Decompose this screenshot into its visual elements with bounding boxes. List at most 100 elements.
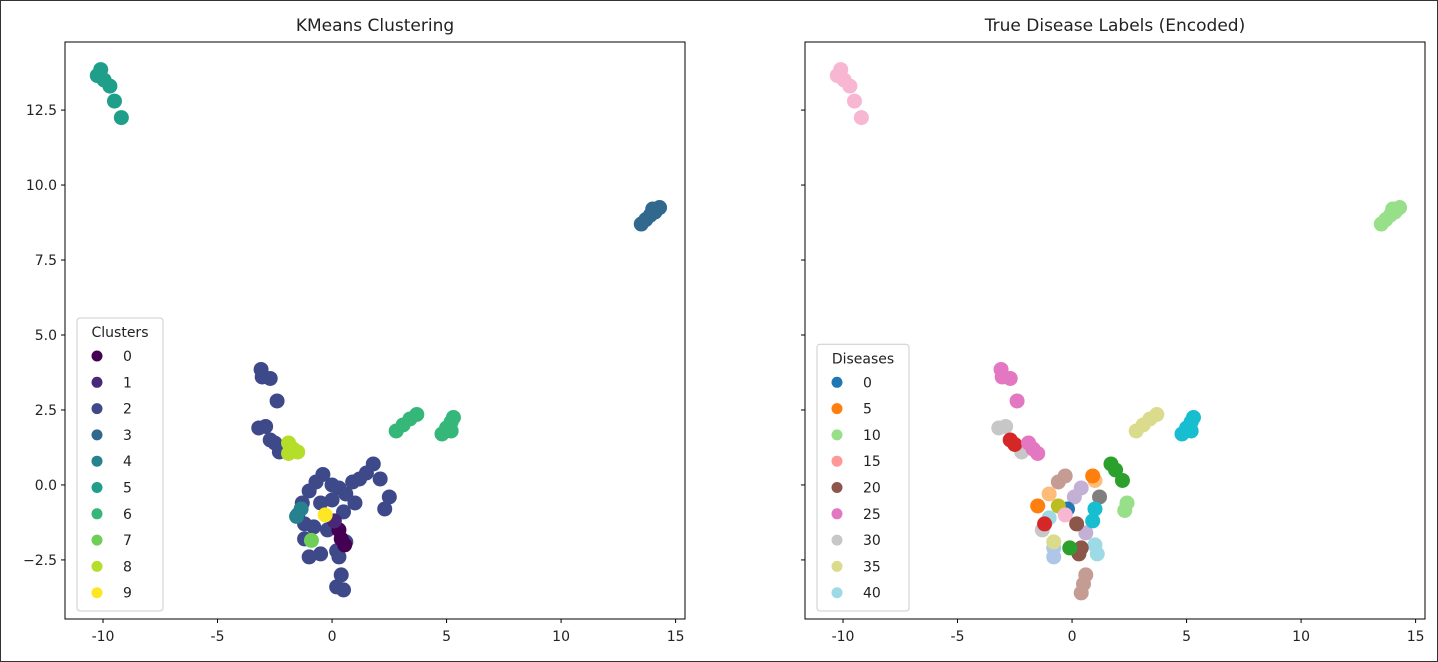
y-tick-label: 5.0 [35,328,57,344]
data-point [338,486,354,502]
legend-marker [91,534,103,546]
legend-label: 25 [863,507,881,523]
legend-title: Diseases [832,351,894,367]
x-tick-label: 0 [328,629,337,645]
data-point [313,495,329,511]
data-point [1037,516,1053,532]
data-point [262,370,278,386]
legend-label: 20 [863,481,881,497]
data-point [1087,537,1103,553]
legend-marker [91,455,103,467]
data-point [1073,480,1089,496]
legend-marker [91,403,103,415]
data-point [998,418,1014,434]
legend-marker [91,508,103,520]
legend: Diseases 0 5 10 15 20 25 30 35 40 [816,343,910,612]
data-point [372,471,388,487]
y-tick-label: −2.5 [23,553,57,569]
data-point [333,567,349,583]
data-point [1092,489,1108,505]
data-point [1062,540,1078,556]
legend-label: 0 [123,349,132,365]
data-point [324,492,340,508]
legend-title: Clusters [92,325,149,341]
data-point [846,93,862,109]
x-tick-label: 5 [1182,629,1191,645]
data-point [1078,567,1094,583]
x-tick-label: -10 [92,629,115,645]
legend-marker [831,508,843,520]
data-point [1185,409,1201,425]
data-point [1057,468,1073,484]
data-point [293,501,309,517]
data-point [337,537,353,553]
subplot-1: True Disease Labels (Encoded) -10 -5 0 5 10 15… [801,16,1426,645]
data-point [269,393,285,409]
x-tick-label: -10 [832,629,855,645]
legend-marker [831,560,843,572]
x-tick-label: 0 [1068,629,1077,645]
legend-label: 7 [123,533,132,549]
data-point [281,445,297,461]
legend-label: 10 [863,428,881,444]
data-point [317,507,333,523]
legend-label: 3 [123,428,132,444]
legend: Clusters 0 1 2 3 4 5 6 7 8 9 [76,317,164,612]
data-point [1046,534,1062,550]
x-tick-label: -5 [951,629,965,645]
data-point [106,93,122,109]
data-point [1385,201,1401,217]
data-point [267,435,283,451]
legend-label: 15 [863,454,881,470]
y-tick-label: 10.0 [26,178,57,194]
data-point [445,409,461,425]
data-point [1149,406,1165,422]
y-tick-label: 0.0 [35,478,57,494]
scatter-points [829,62,1408,601]
x-tick-label: 15 [667,629,685,645]
data-point [113,110,129,126]
chart-title: True Disease Labels (Encoded) [984,16,1245,36]
legend-label: 30 [863,533,881,549]
legend-label: 9 [123,586,132,602]
data-point [303,532,319,548]
data-point [1085,468,1101,484]
chart-title: KMeans Clustering [296,16,454,36]
legend-label: 5 [123,481,132,497]
legend-label: 40 [863,586,881,602]
data-point [381,489,397,505]
legend-label: 2 [123,402,132,418]
legend-label: 35 [863,559,881,575]
data-point [1087,501,1103,517]
data-point [1009,393,1025,409]
data-point [313,546,329,562]
scatter-points [89,62,668,598]
data-point [1007,436,1023,452]
data-point [1002,370,1018,386]
legend-marker [831,534,843,546]
data-point [1069,516,1085,532]
legend-label: 0 [863,375,872,391]
data-point [1078,525,1094,541]
y-tick-label: 2.5 [35,403,57,419]
subplot-0: KMeans Clustering-10 -5 0 5 10 15−2.50.02.55.… [23,16,686,645]
y-tick-label: 12.5 [26,103,57,119]
legend-box [76,317,164,612]
axes-frame [64,41,686,620]
data-point [1030,445,1046,461]
x-tick-label: 10 [1292,629,1310,645]
data-point [1073,540,1089,556]
data-point [331,549,347,565]
legend-marker [91,429,103,441]
legend-marker [91,350,103,362]
legend-label: 4 [123,454,132,470]
data-point [1030,498,1046,514]
legend-marker [91,482,103,493]
data-point [301,549,317,565]
x-tick-label: 15 [1407,629,1425,645]
legend-label: 1 [123,375,132,391]
data-point [1073,585,1089,601]
data-point [347,495,363,511]
